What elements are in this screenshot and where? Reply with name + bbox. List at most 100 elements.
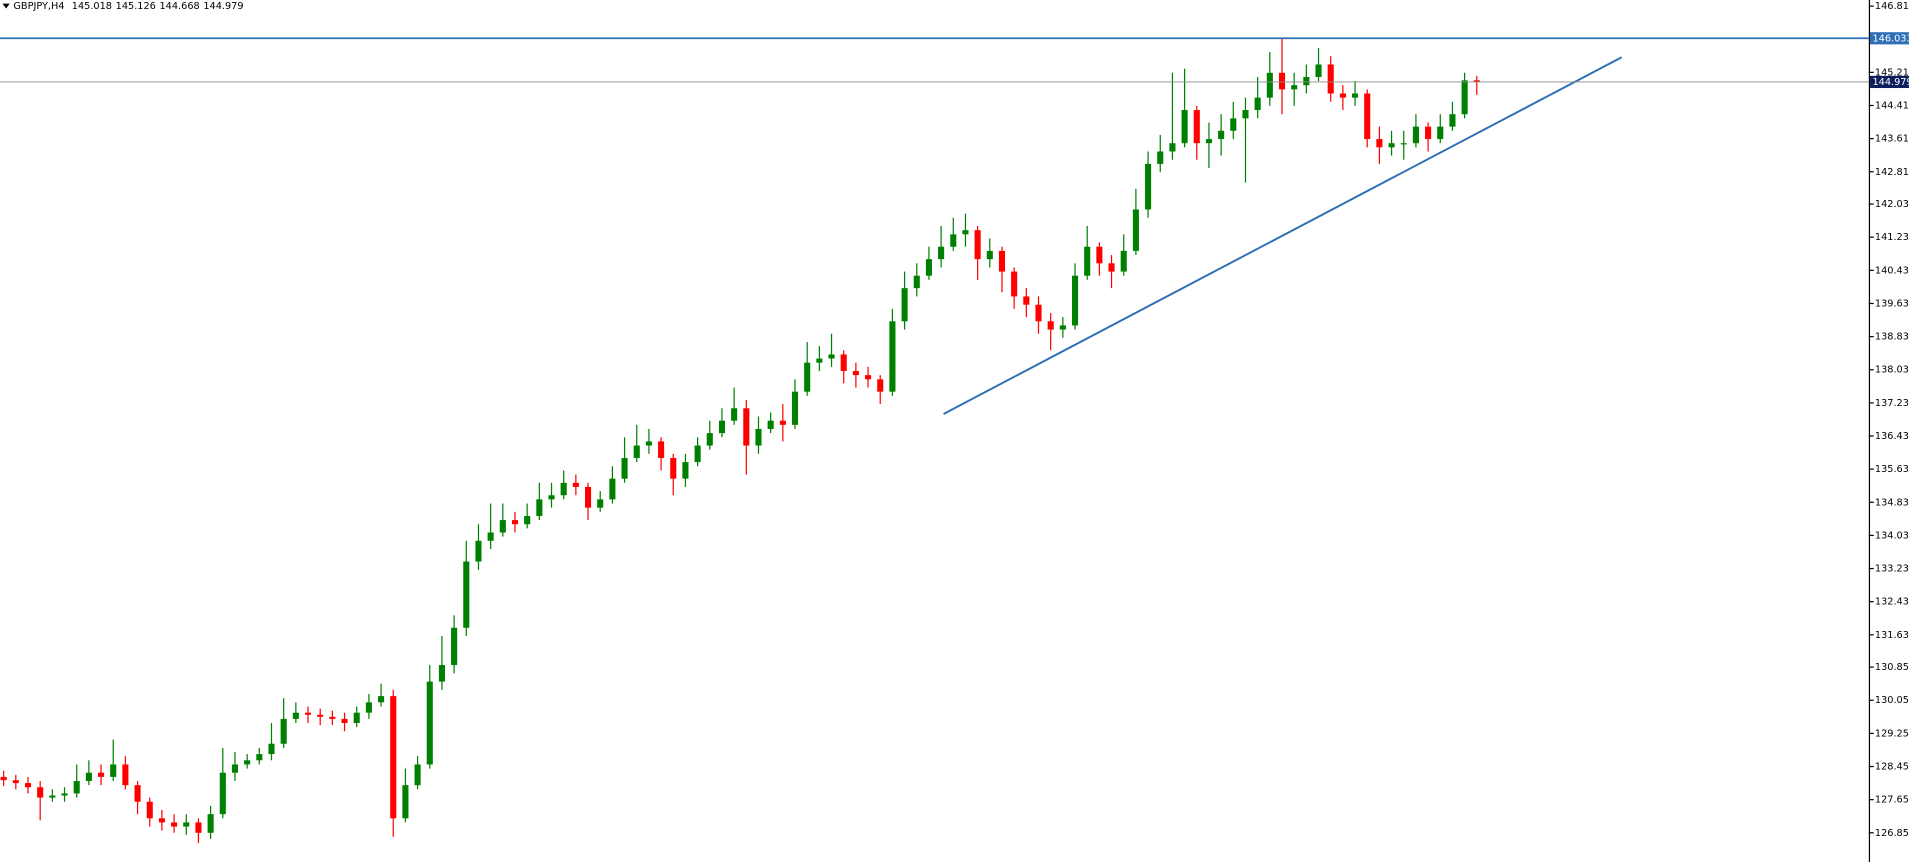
y-tick-label: 134.830: [1875, 497, 1909, 508]
candle-body: [1473, 80, 1480, 82]
candle-body: [1291, 85, 1298, 90]
y-tick-label: 128.450: [1875, 762, 1909, 773]
candle-body: [1047, 321, 1054, 330]
candle-body: [1376, 139, 1383, 148]
candle-body: [560, 482, 567, 496]
candle-body: [1169, 143, 1176, 152]
candle-body: [1352, 93, 1359, 98]
chart-header: GBPJPY,H4 145.018 145.126 144.668 144.979: [13, 1, 243, 12]
candle-body: [85, 772, 92, 782]
candle-body: [158, 818, 165, 823]
candle-body: [1242, 110, 1249, 119]
candle-body: [852, 370, 859, 376]
trend-line[interactable]: [943, 56, 1623, 415]
candle-body: [134, 785, 141, 802]
candle-body: [743, 408, 750, 446]
y-tick-label: 134.030: [1875, 530, 1909, 541]
candle-body: [840, 354, 847, 371]
candle-body: [597, 499, 604, 508]
current-price-box: [1870, 75, 1909, 89]
y-tick-label: 126.850: [1875, 828, 1909, 839]
candle-body: [572, 482, 579, 487]
candle-body: [1035, 304, 1042, 322]
candle-body: [110, 764, 117, 777]
candle-body: [414, 764, 421, 786]
collapse-icon[interactable]: [2, 3, 10, 9]
y-tick-label: 142.810: [1875, 167, 1909, 178]
candle-body: [804, 362, 811, 392]
candle-body: [548, 495, 555, 500]
y-tick-label: 138.030: [1875, 365, 1909, 376]
candle-body: [207, 814, 214, 833]
candle-body: [219, 772, 226, 815]
candle-body: [889, 321, 896, 392]
candle-body: [1181, 110, 1188, 144]
candle-body: [865, 375, 872, 380]
candle-body: [609, 478, 616, 500]
y-tick-label: 133.230: [1875, 564, 1909, 575]
candle-body: [451, 627, 458, 666]
y-tick-label: 138.830: [1875, 332, 1909, 343]
candle-body: [925, 259, 932, 276]
candle-body: [402, 785, 409, 819]
candle-body: [244, 760, 251, 765]
y-tick-label: 136.430: [1875, 431, 1909, 442]
candle-body: [195, 822, 202, 833]
y-tick-label: 131.630: [1875, 630, 1909, 641]
candle-body: [1254, 97, 1261, 111]
candle-body: [986, 250, 993, 260]
candle-body: [231, 764, 239, 773]
y-tick-label: 140.430: [1875, 265, 1909, 276]
y-tick-label: 139.630: [1875, 298, 1909, 309]
candle-body: [913, 275, 920, 289]
candle-body: [670, 457, 677, 479]
candle-body: [1108, 263, 1115, 272]
y-tick-label: 144.410: [1875, 101, 1909, 112]
candle-body: [1315, 64, 1322, 77]
y-tick-label: 143.610: [1875, 134, 1909, 145]
level-label: 146.033: [1872, 33, 1909, 44]
y-tick-label: 142.030: [1875, 199, 1909, 210]
candle-body: [694, 445, 701, 463]
candle-body: [621, 457, 628, 479]
candle-body: [901, 288, 908, 322]
plot-area: [0, 38, 1480, 844]
candle-body: [0, 776, 7, 781]
candle-body: [146, 801, 153, 819]
candle-body: [1303, 76, 1310, 86]
candle-body: [487, 532, 494, 541]
candle-body: [329, 716, 336, 719]
candle-body: [171, 822, 178, 827]
candle-body: [1278, 72, 1286, 90]
candle-body: [1011, 271, 1018, 297]
candle-body: [755, 428, 762, 446]
candle-body: [791, 391, 799, 425]
candle-body: [1412, 126, 1419, 144]
candle-body: [767, 420, 774, 429]
candle-body: [49, 795, 56, 798]
candle-body: [317, 714, 324, 717]
candle-body: [536, 499, 543, 516]
candle-body: [256, 754, 263, 761]
candle-body: [1084, 246, 1091, 276]
symbol: GBPJPY,H4: [13, 1, 64, 12]
candle-body: [1364, 93, 1371, 140]
candle-body: [98, 772, 105, 777]
candle-body: [463, 561, 470, 628]
candle-body: [268, 743, 275, 755]
candle-body: [633, 445, 640, 458]
candle-body: [779, 420, 786, 425]
candle-body: [1205, 139, 1212, 144]
candle-body: [1230, 118, 1237, 131]
candle-body: [12, 780, 19, 784]
candle-body: [1132, 209, 1139, 251]
candle-body: [682, 462, 689, 479]
ohlc-value: 144.668: [160, 1, 200, 12]
ohlc-value: 145.126: [116, 1, 156, 12]
candle-body: [998, 250, 1006, 272]
candle-body: [658, 441, 665, 458]
candle-body: [365, 702, 372, 713]
candle-body: [426, 681, 433, 765]
